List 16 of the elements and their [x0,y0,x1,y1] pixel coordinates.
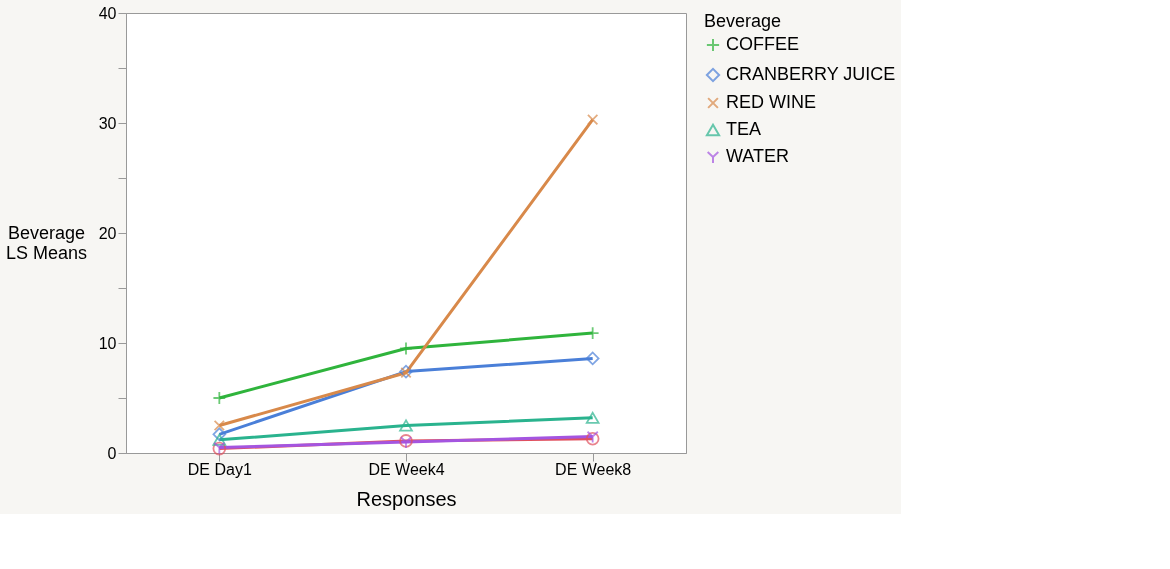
y-tick-label: 30 [98,114,117,132]
y-axis-title: Beverage LS Means [5,222,88,263]
legend-label: WATER [726,146,789,166]
x-tick-label: DE Day1 [187,460,252,478]
y-tick-label: 10 [98,334,117,352]
x-axis-title: Responses [356,487,457,510]
x-tick-label: DE Week8 [555,460,632,478]
y-tick-label: 0 [107,444,117,462]
legend-label: CRANBERRY JUICE [726,64,896,84]
legend-label: TEA [726,119,762,139]
x-tick-label: DE Week4 [368,460,445,478]
legend-label: COFFEE [726,34,800,54]
legend-title: Beverage [704,11,782,31]
y-tick-label: 20 [98,224,117,242]
y-tick-label: 40 [98,4,117,22]
legend-label: RED WINE [726,92,816,112]
